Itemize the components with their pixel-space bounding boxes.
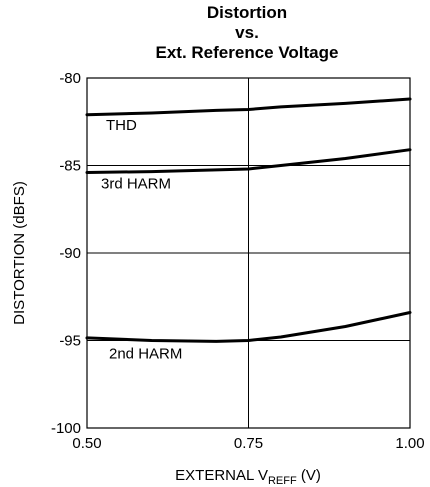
series-line-thd (85, 97, 412, 117)
x-axis-label: EXTERNAL VREFF (V) (175, 467, 321, 487)
y-axis-label: DISTORTION (dBFS) (11, 181, 28, 325)
chart-title-line-2: vs. (235, 23, 259, 42)
y-tick-label: -80 (59, 70, 81, 87)
series-label-thd: THD (106, 117, 137, 134)
x-tick-label: 0.50 (72, 435, 101, 452)
x-axis-ticks: 0.50 0.75 1.00 (72, 435, 424, 452)
series-line-2nd-harm (85, 311, 412, 343)
series-label-3rd-harm: 3rd HARM (101, 176, 171, 193)
y-tick-label: -85 (59, 158, 81, 175)
series-line-3rd-harm (85, 148, 412, 174)
chart-title-line-3: Ext. Reference Voltage (156, 43, 339, 62)
series-lines (85, 97, 412, 343)
x-axis-label-subscript: REFF (268, 475, 297, 487)
x-tick-label: 1.00 (395, 435, 424, 452)
y-tick-label: -95 (59, 333, 81, 350)
x-axis-label-unit: (V) (297, 467, 321, 484)
x-tick-label: 0.75 (234, 435, 263, 452)
y-axis-ticks: -80 -85 -90 -95 -100 (51, 70, 81, 437)
y-tick-label: -100 (51, 420, 81, 437)
y-tick-label: -90 (59, 245, 81, 262)
x-axis-label-main: EXTERNAL V (175, 467, 268, 484)
chart-title-line-1: Distortion (207, 3, 287, 22)
plot-area: THD 3rd HARM 2nd HARM (85, 77, 412, 429)
series-label-2nd-harm: 2nd HARM (109, 346, 182, 363)
series-labels: THD 3rd HARM 2nd HARM (101, 117, 182, 363)
